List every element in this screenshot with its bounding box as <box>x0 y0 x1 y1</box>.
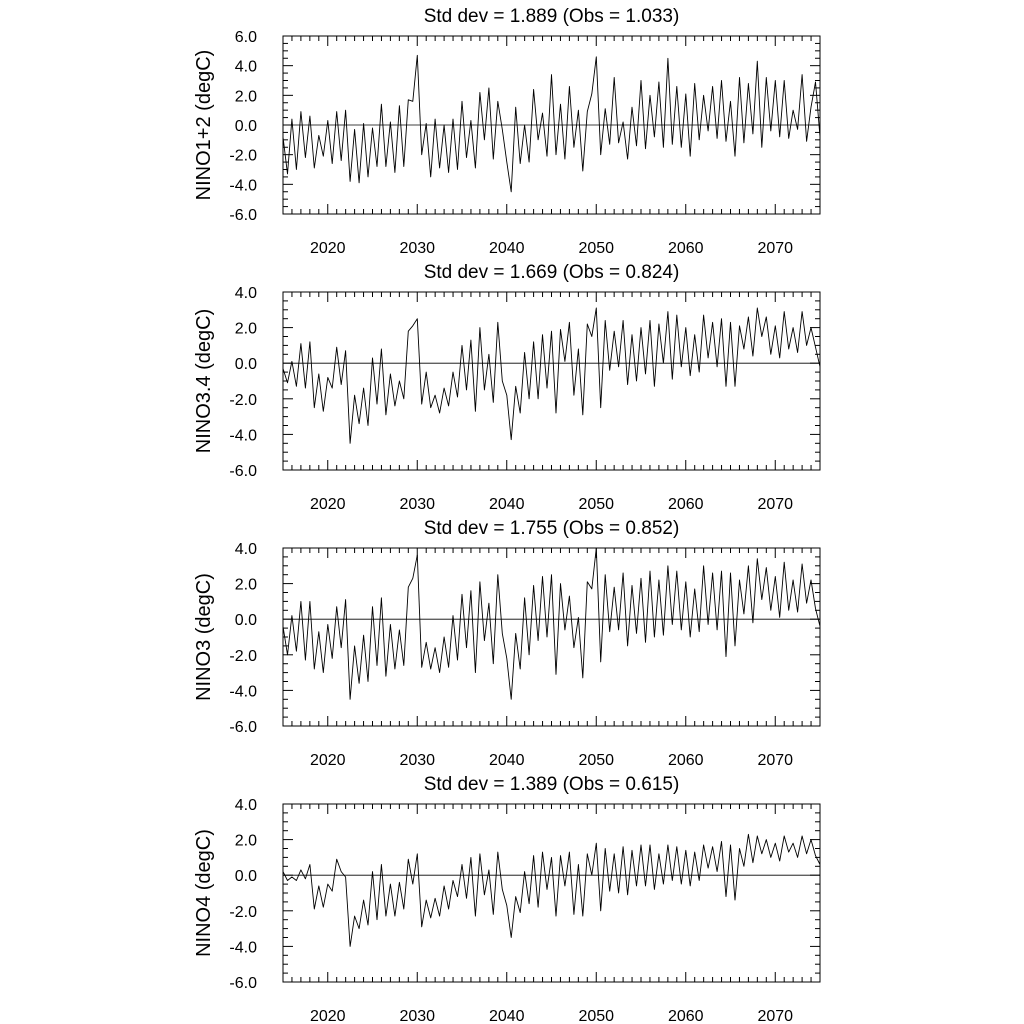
x-tick-label: 2070 <box>757 240 793 257</box>
panel-title: Std dev = 1.389 (Obs = 0.615) <box>424 774 680 795</box>
y-tick-label: -6.0 <box>229 463 257 480</box>
plot-frame <box>282 803 821 983</box>
y-axis-label: NINO1+2 (degC) <box>193 50 215 201</box>
x-tick-label: 2070 <box>757 752 793 769</box>
y-tick-label: -4.0 <box>229 177 257 194</box>
y-tick-label: 2.0 <box>235 88 257 105</box>
y-tick-label: 4.0 <box>235 541 257 558</box>
x-tick-label: 2030 <box>399 240 435 257</box>
panel-2: Std dev = 1.669 (Obs = 0.824) NINO3.4 (de… <box>193 262 821 513</box>
panel-title: Std dev = 1.889 (Obs = 1.033) <box>424 6 680 27</box>
x-tick-label: 2060 <box>668 752 704 769</box>
y-tick-label: -6.0 <box>229 975 257 992</box>
panel-title: Std dev = 1.755 (Obs = 0.852) <box>424 518 680 539</box>
y-axis-label: NINO4 (degC) <box>193 829 215 957</box>
y-tick-label: 0.0 <box>235 868 257 885</box>
y-tick-label: 4.0 <box>235 59 257 76</box>
y-tick-label: 0.0 <box>235 356 257 373</box>
x-tick-label: 2070 <box>757 1008 793 1024</box>
series-line <box>282 54 821 193</box>
y-tick-label: 0.0 <box>235 612 257 629</box>
y-tick-label: 4.0 <box>235 797 257 814</box>
y-tick-label: -2.0 <box>229 148 257 165</box>
x-tick-label: 2040 <box>489 1008 525 1024</box>
x-tick-label: 2060 <box>668 240 704 257</box>
y-tick-label: 0.0 <box>235 118 257 135</box>
y-tick-label: -4.0 <box>229 939 257 956</box>
y-tick-label: 2.0 <box>235 321 257 338</box>
x-tick-label: 2020 <box>310 240 346 257</box>
y-tick-label: -4.0 <box>229 683 257 700</box>
y-tick-label: 6.0 <box>235 29 257 46</box>
y-tick-label: -2.0 <box>229 648 257 665</box>
y-tick-label: 2.0 <box>235 577 257 594</box>
x-tick-label: 2060 <box>668 1008 704 1024</box>
panel-4: Std dev = 1.389 (Obs = 0.615) NINO4 (degC… <box>193 774 821 1024</box>
y-tick-label: -4.0 <box>229 427 257 444</box>
x-tick-label: 2030 <box>399 496 435 513</box>
x-tick-label: 2020 <box>310 1008 346 1024</box>
x-tick-label: 2030 <box>399 752 435 769</box>
x-tick-label: 2020 <box>310 752 346 769</box>
panel-title: Std dev = 1.669 (Obs = 0.824) <box>424 262 680 283</box>
x-tick-label: 2020 <box>310 496 346 513</box>
y-tick-label: -2.0 <box>229 904 257 921</box>
x-tick-label: 2070 <box>757 496 793 513</box>
x-tick-label: 2040 <box>489 752 525 769</box>
series-line <box>282 307 821 444</box>
y-tick-label: -6.0 <box>229 207 257 224</box>
y-axis-label: NINO3.4 (degC) <box>193 309 215 454</box>
x-tick-label: 2050 <box>578 752 614 769</box>
series-line <box>282 833 821 947</box>
y-tick-label: -2.0 <box>229 392 257 409</box>
series-line <box>282 547 821 700</box>
y-tick-label: 4.0 <box>235 285 257 302</box>
panel-3: Std dev = 1.755 (Obs = 0.852) NINO3 (degC… <box>193 518 821 769</box>
panel-1: Std dev = 1.889 (Obs = 1.033) NINO1+2 (de… <box>193 6 821 257</box>
y-tick-label: 2.0 <box>235 833 257 850</box>
x-tick-label: 2050 <box>578 496 614 513</box>
x-tick-label: 2030 <box>399 1008 435 1024</box>
x-tick-label: 2040 <box>489 240 525 257</box>
x-tick-label: 2040 <box>489 496 525 513</box>
y-tick-label: -6.0 <box>229 719 257 736</box>
plot-frame <box>282 35 821 215</box>
x-tick-label: 2050 <box>578 240 614 257</box>
plot-frame <box>282 291 821 471</box>
y-axis-label: NINO3 (degC) <box>193 573 215 701</box>
plot-frame <box>282 547 821 727</box>
x-tick-label: 2060 <box>668 496 704 513</box>
x-tick-label: 2050 <box>578 1008 614 1024</box>
